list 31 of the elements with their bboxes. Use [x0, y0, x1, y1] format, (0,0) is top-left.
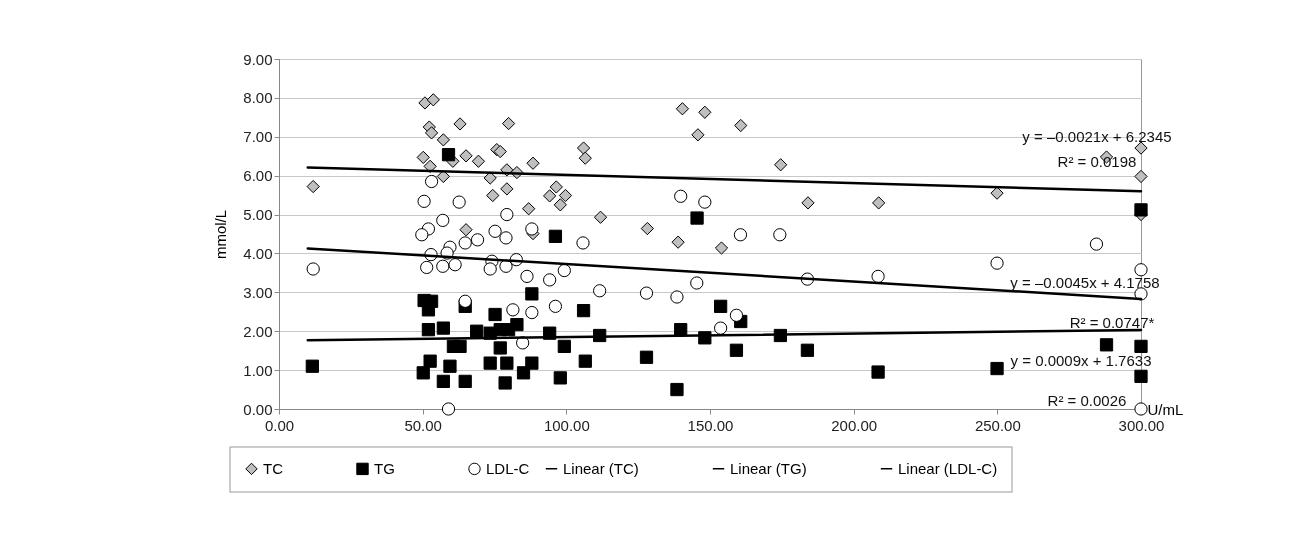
y-tick-label: 4.00: [243, 244, 273, 262]
annotation: y = 0.0009x + 1.7633: [1010, 352, 1152, 369]
x-tick-label: 0.00: [264, 416, 295, 434]
x-tick-label: 300.00: [1118, 416, 1165, 434]
annotation: R² = 0.0026: [1047, 392, 1127, 409]
y-tick-label: 6.00: [243, 167, 273, 185]
x-tick-label: 50.00: [404, 416, 442, 434]
legend-label: Linear (TG): [730, 459, 807, 477]
y-tick-label: 2.00: [243, 322, 273, 340]
y-tick-label: 1.00: [243, 361, 273, 379]
legend-label: Linear (TC): [563, 459, 639, 477]
annotation: y = –0.0021x + 6.2345: [1022, 128, 1172, 145]
legend-label: LDL-C: [486, 459, 530, 477]
y-tick-label: 0.00: [243, 400, 273, 418]
annotation: R² = 0.0198: [1057, 153, 1137, 170]
legend-label: Linear (LDL-C): [898, 459, 998, 477]
y-axis-title: mmol/L: [212, 209, 230, 260]
y-tick-label: 5.00: [243, 206, 273, 224]
x-tick-label: 150.00: [687, 416, 734, 434]
x-axis-title: U/mL: [1147, 400, 1184, 418]
annotation: R² = 0.0747*: [1069, 314, 1155, 331]
legend-label: TC: [263, 459, 284, 477]
legend-label: TG: [374, 459, 395, 477]
y-tick-label: 9.00: [243, 50, 273, 68]
x-tick-label: 100.00: [543, 416, 590, 434]
x-tick-label: 200.00: [831, 416, 878, 434]
y-tick-label: 7.00: [243, 128, 273, 146]
y-tick-label: 8.00: [243, 89, 273, 107]
x-tick-label: 250.00: [974, 416, 1021, 434]
y-tick-label: 3.00: [243, 283, 273, 301]
annotation: y = –0.0045x + 4.1758: [1010, 274, 1160, 291]
